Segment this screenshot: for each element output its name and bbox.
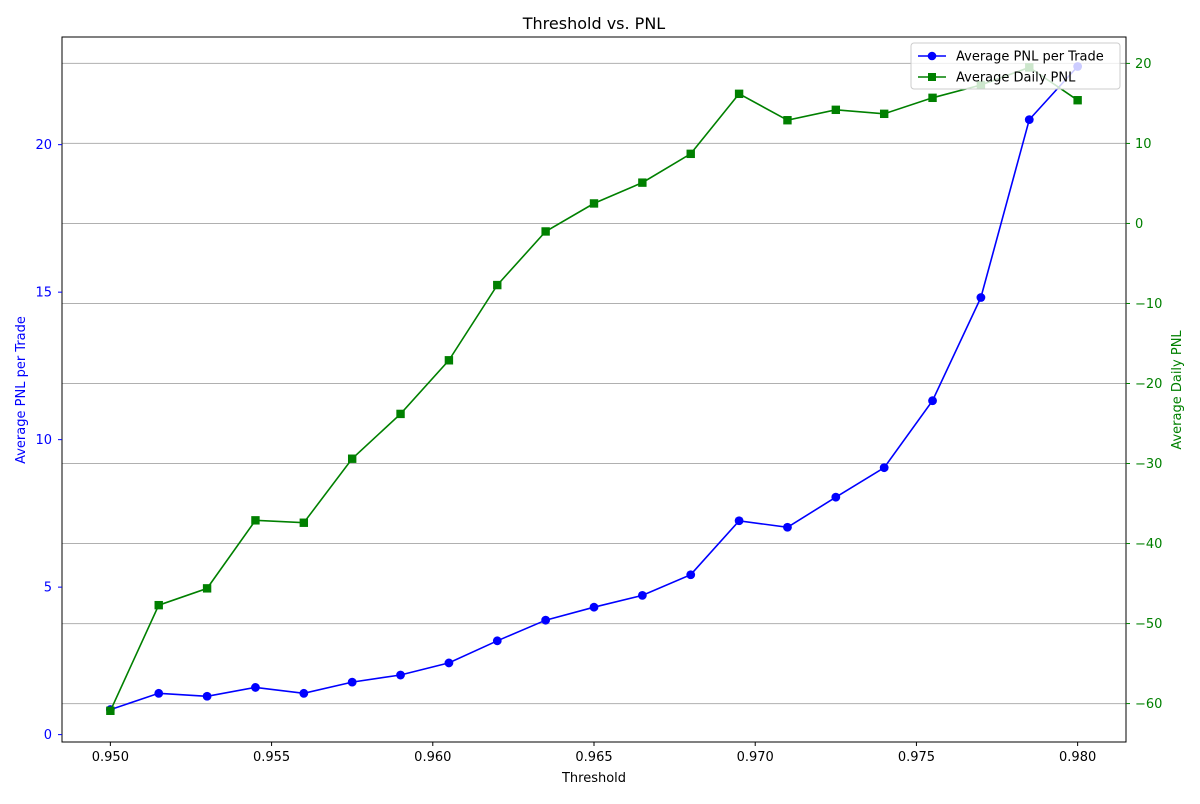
data-point xyxy=(299,518,309,527)
y-right-tick-label: 20 xyxy=(1135,57,1152,72)
legend-box xyxy=(910,42,1121,90)
y-left-tick-label: 20 xyxy=(35,138,52,153)
data-point xyxy=(928,396,937,406)
y-right-tick-label: −10 xyxy=(1135,297,1162,312)
data-point xyxy=(347,677,357,687)
data-point xyxy=(202,691,212,701)
data-point xyxy=(154,688,164,698)
x-tick-label: 0.960 xyxy=(414,750,451,765)
data-point xyxy=(879,463,889,473)
y-right-tick-label: 0 xyxy=(1135,217,1143,232)
data-point xyxy=(783,116,792,125)
y-left-tick-label: 0 xyxy=(44,728,52,743)
data-point xyxy=(589,602,599,612)
y-axis-left-label: Average PNL per Trade xyxy=(14,316,29,464)
y-right-tick-label: −20 xyxy=(1135,377,1162,392)
series-layer xyxy=(105,62,1083,715)
data-point xyxy=(831,105,841,115)
data-point xyxy=(734,89,744,99)
data-point xyxy=(396,409,405,419)
data-point xyxy=(638,178,647,187)
legend-marker-pnl-trade xyxy=(927,51,937,61)
series-daily-pnl xyxy=(106,63,1082,715)
chart-title: Threshold vs. PNL xyxy=(522,14,666,33)
data-point xyxy=(251,683,260,692)
series-line xyxy=(110,65,1079,711)
data-point xyxy=(589,199,599,208)
data-point xyxy=(154,600,163,610)
series-pnl-per-trade xyxy=(105,62,1083,714)
data-point xyxy=(783,522,792,532)
y-left-tick-label: 15 xyxy=(35,286,52,301)
legend-marker-daily-pnl xyxy=(928,73,936,81)
data-point xyxy=(831,492,841,502)
series-line xyxy=(109,66,1079,712)
data-point xyxy=(637,590,647,600)
data-point xyxy=(202,584,212,593)
y-right-tick-label: −30 xyxy=(1135,457,1162,472)
data-point xyxy=(686,570,696,580)
legend-label-pnl-trade: Average PNL per Trade xyxy=(956,50,1104,65)
data-point xyxy=(541,615,551,625)
y-axis-left: 0 5 10 15 20 xyxy=(35,138,62,743)
data-point xyxy=(976,293,986,302)
data-point xyxy=(541,227,550,236)
plot-area-frame xyxy=(61,36,1127,743)
x-tick-label: 0.980 xyxy=(1059,750,1096,765)
y-right-tick-label: 10 xyxy=(1135,137,1152,152)
data-point xyxy=(686,149,695,159)
y-axis-right: −60 −50 −40 −30 −20 −10 0 10 20 xyxy=(1126,57,1162,712)
x-tick-label: 0.950 xyxy=(92,750,129,765)
x-tick-label: 0.975 xyxy=(898,750,935,765)
y-right-tick-label: −50 xyxy=(1135,617,1162,632)
data-point xyxy=(299,688,309,698)
data-point xyxy=(444,658,454,668)
y-right-tick-label: −40 xyxy=(1135,537,1162,552)
data-point xyxy=(251,516,260,525)
y-left-tick-label: 10 xyxy=(35,433,52,448)
x-tick-label: 0.970 xyxy=(737,750,774,765)
x-tick-label: 0.965 xyxy=(575,750,612,765)
y-axis-right-label: Average Daily PNL xyxy=(1170,330,1185,450)
data-point xyxy=(396,670,405,680)
legend-label-daily-pnl: Average Daily PNL xyxy=(956,71,1076,86)
data-point xyxy=(493,280,502,290)
y-right-tick-label: −60 xyxy=(1135,697,1162,712)
data-point xyxy=(879,109,889,119)
legend: Average PNL per Trade Average Daily PNL xyxy=(910,42,1121,90)
data-point xyxy=(928,93,937,103)
x-tick-label: 0.955 xyxy=(253,750,290,765)
data-point xyxy=(1024,115,1034,124)
data-point xyxy=(492,636,502,646)
data-point xyxy=(444,356,454,365)
x-axis-label: Threshold xyxy=(561,771,626,786)
x-axis: 0.950 0.955 0.960 0.965 0.970 0.975 0.980 xyxy=(92,742,1096,765)
y-left-tick-label: 5 xyxy=(44,581,52,596)
data-point xyxy=(106,706,115,715)
data-point xyxy=(734,516,744,526)
data-point xyxy=(347,454,357,463)
data-point xyxy=(1073,96,1082,105)
